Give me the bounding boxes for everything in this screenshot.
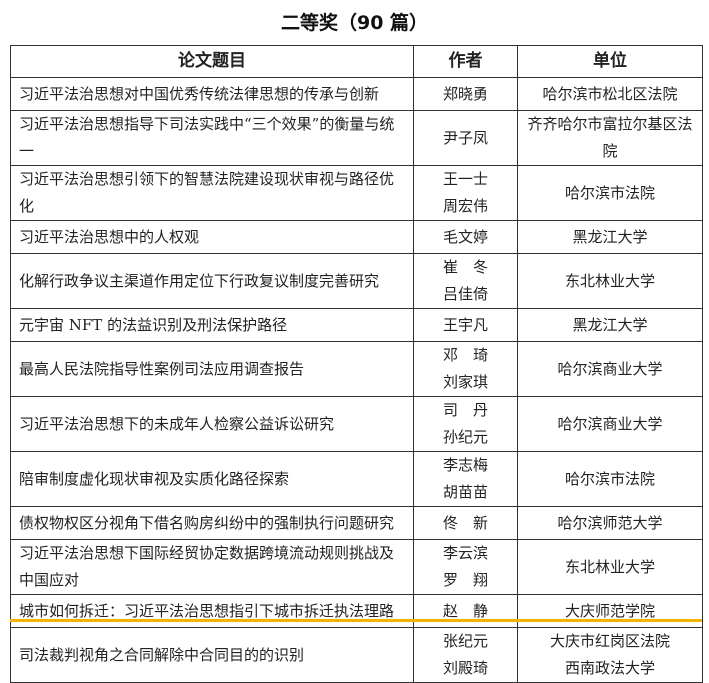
unit: 哈尔滨商业大学: [557, 359, 663, 378]
unit: 大庆市红岗区法院: [549, 632, 670, 650]
author: 胡苗苗: [442, 483, 488, 501]
units-cell: 大庆市红岗区法院 西南政法大学: [517, 627, 703, 683]
authors-cell: 李志梅 胡苗苗: [413, 451, 518, 507]
author: 孙纪元: [442, 428, 488, 446]
table-row: 化解行政争议主渠道作用定位下行政复议制度完善研究崔 冬吕佳倚 东北林业大学: [10, 253, 703, 309]
table-row: 司法裁判视角之合同解除中合同目的的识别 张纪元 刘殿琦 大庆市红岗区法院 西南政法大学: [10, 627, 703, 683]
table-row: 习近平法治思想下的未成年人检察公益诉讼研究司 丹孙纪元 哈尔滨商业大学: [10, 396, 703, 452]
units-cell: 大庆师范学院: [517, 594, 703, 628]
author: 尹子凤: [442, 128, 488, 147]
table-row: 习近平法治思想下国际经贸协定数据跨境流动规则挑战及中国应对 李云滨罗 翔东北林业大…: [10, 539, 703, 595]
paper-title: 习近平法治思想引领下的智慧法院建设现状审视与路径优化: [10, 165, 414, 221]
table-row: 习近平法治思想引领下的智慧法院建设现状审视与路径优化 王一士 周宏伟 哈尔滨市法院: [10, 165, 703, 221]
unit: 齐齐哈尔市富拉尔基区法院: [527, 115, 693, 160]
units-cell: 黑龙江大学: [517, 220, 703, 254]
authors-cell: 李云滨罗 翔: [413, 539, 518, 595]
unit: 西南政法大学: [564, 659, 655, 677]
paper-title: 城市如何拆迁：习近平法治思想指引下城市拆迁执法理路: [10, 594, 414, 628]
table-row: 元宇宙 NFT 的法益识别及刑法保护路径 王宇凡 黑龙江大学: [10, 308, 703, 342]
authors-cell: 尹子凤: [413, 110, 518, 166]
author: 司 丹: [442, 401, 488, 419]
author: 王宇凡: [442, 315, 488, 334]
paper-title: 习近平法治思想下的未成年人检察公益诉讼研究: [10, 396, 414, 452]
unit: 东北林业大学: [564, 271, 655, 290]
table-row: 陪审制度虚化现状审视及实质化路径探索 李志梅 胡苗苗 哈尔滨市法院: [10, 451, 703, 507]
author: 郑晓勇: [442, 84, 488, 103]
table-row: 习近平法治思想指导下司法实践中“三个效果”的衡量与统一 尹子凤 齐齐哈尔市富拉尔基区…: [10, 110, 703, 166]
author: 张纪元: [442, 632, 488, 650]
author: 佟 新: [442, 513, 488, 532]
table-row: 习近平法治思想中的人权观 毛文婷 黑龙江大学: [10, 220, 703, 254]
author: 赵 静: [442, 601, 488, 620]
table-row: 城市如何拆迁：习近平法治思想指引下城市拆迁执法理路 赵 静 大庆师范学院: [10, 594, 703, 628]
authors-cell: 张纪元 刘殿琦: [413, 627, 518, 683]
header-author: 作者: [413, 45, 518, 78]
unit: 大庆师范学院: [564, 601, 655, 620]
unit: 黑龙江大学: [572, 315, 648, 334]
authors-cell: 郑晓勇: [413, 77, 518, 111]
units-cell: 哈尔滨市松北区法院: [517, 77, 703, 111]
authors-cell: 佟 新: [413, 506, 518, 540]
author: 刘家琪: [442, 373, 488, 391]
units-cell: 齐齐哈尔市富拉尔基区法院: [517, 110, 703, 166]
author: 崔 冬: [442, 258, 488, 276]
table-row: 最高人民法院指导性案例司法应用调查报告邓 琦刘家琪 哈尔滨商业大学: [10, 341, 703, 397]
unit: 哈尔滨市松北区法院: [542, 84, 678, 103]
author: 罗 翔: [442, 571, 488, 589]
paper-title: 最高人民法院指导性案例司法应用调查报告: [10, 341, 414, 397]
authors-cell: 崔 冬吕佳倚: [413, 253, 518, 309]
award-table: 论文题目 作者 单位 习近平法治思想对中国优秀传统法律思想的传承与创新 郑晓勇 哈尔…: [10, 45, 703, 683]
paper-title: 元宇宙 NFT 的法益识别及刑法保护路径: [10, 308, 414, 342]
units-cell: 东北林业大学: [517, 253, 703, 309]
author: 王一士: [442, 170, 488, 188]
unit: 哈尔滨商业大学: [557, 414, 663, 433]
unit: 哈尔滨市法院: [564, 469, 655, 488]
authors-cell: 王宇凡: [413, 308, 518, 342]
unit: 东北林业大学: [564, 557, 655, 576]
units-cell: 东北林业大学: [517, 539, 703, 595]
table-row: 债权物权区分视角下借名购房纠纷中的强制执行问题研究 佟 新 哈尔滨师范大学: [10, 506, 703, 540]
unit: 哈尔滨师范大学: [557, 513, 663, 532]
table-row: 习近平法治思想对中国优秀传统法律思想的传承与创新 郑晓勇 哈尔滨市松北区法院: [10, 77, 703, 111]
paper-title: 陪审制度虚化现状审视及实质化路径探索: [10, 451, 414, 507]
authors-cell: 赵 静: [413, 594, 518, 628]
authors-cell: 毛文婷: [413, 220, 518, 254]
paper-title: 化解行政争议主渠道作用定位下行政复议制度完善研究: [10, 253, 414, 309]
units-cell: 哈尔滨师范大学: [517, 506, 703, 540]
author: 毛文婷: [442, 227, 488, 246]
authors-cell: 司 丹孙纪元: [413, 396, 518, 452]
units-cell: 哈尔滨市法院: [517, 451, 703, 507]
header-title: 论文题目: [10, 45, 414, 78]
paper-title: 习近平法治思想下国际经贸协定数据跨境流动规则挑战及中国应对: [10, 539, 414, 595]
paper-title: 债权物权区分视角下借名购房纠纷中的强制执行问题研究: [10, 506, 414, 540]
paper-title: 习近平法治思想指导下司法实践中“三个效果”的衡量与统一: [10, 110, 414, 166]
paper-title: 习近平法治思想中的人权观: [10, 220, 414, 254]
units-cell: 哈尔滨商业大学: [517, 341, 703, 397]
author: 周宏伟: [442, 197, 488, 215]
paper-title: 司法裁判视角之合同解除中合同目的的识别: [10, 627, 414, 683]
author: 李志梅: [442, 456, 488, 474]
header-unit: 单位: [517, 45, 703, 78]
units-cell: 黑龙江大学: [517, 308, 703, 342]
table-header-row: 论文题目 作者 单位: [10, 45, 703, 78]
author: 吕佳倚: [442, 285, 488, 303]
author: 李云滨: [442, 544, 488, 562]
paper-title: 习近平法治思想对中国优秀传统法律思想的传承与创新: [10, 77, 414, 111]
units-cell: 哈尔滨商业大学: [517, 396, 703, 452]
units-cell: 哈尔滨市法院: [517, 165, 703, 221]
author: 邓 琦: [442, 346, 488, 364]
authors-cell: 王一士 周宏伟: [413, 165, 518, 221]
section-title: 二等奖（90 篇）: [280, 12, 429, 34]
unit: 哈尔滨市法院: [564, 183, 655, 202]
author: 刘殿琦: [442, 659, 488, 677]
unit: 黑龙江大学: [572, 227, 648, 246]
highlight-line: [10, 619, 702, 622]
authors-cell: 邓 琦刘家琪: [413, 341, 518, 397]
